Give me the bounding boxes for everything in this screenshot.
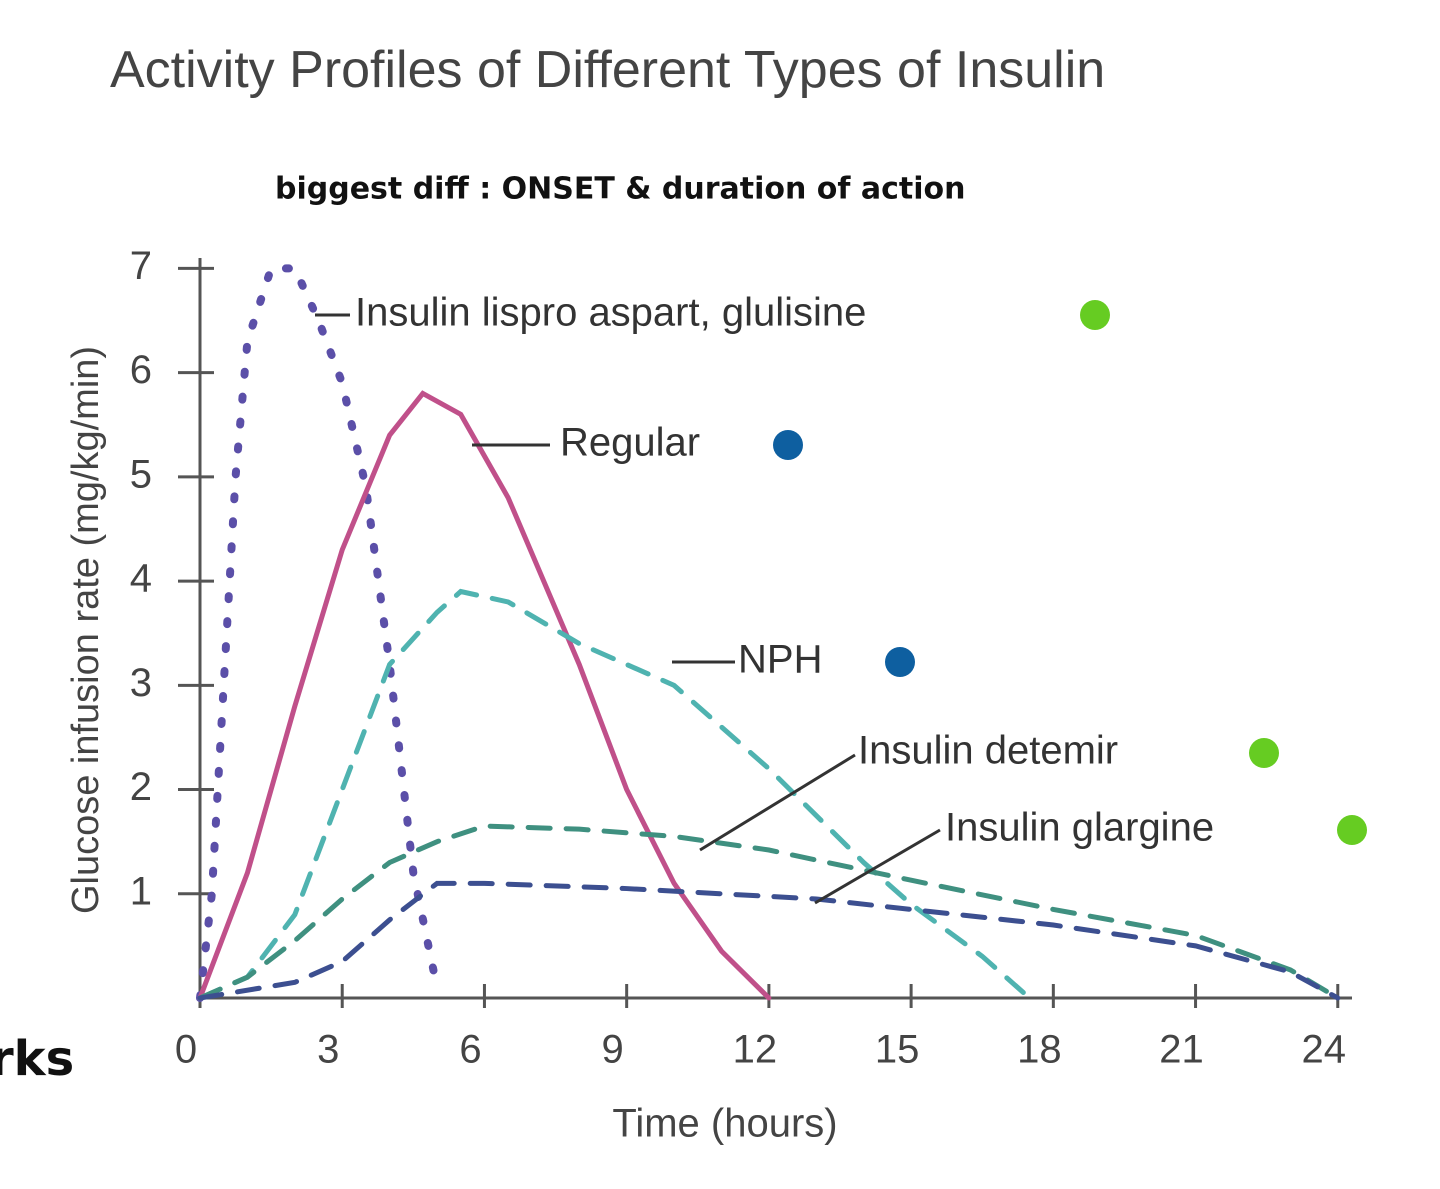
series-line	[197, 390, 772, 1001]
label-dot	[773, 430, 803, 460]
series-line	[197, 823, 1341, 1001]
x-tick-label: 12	[733, 1028, 778, 1072]
series-label: Insulin glargine	[945, 806, 1214, 850]
x-tick-label: 21	[1159, 1028, 1204, 1072]
y-tick-label: 1	[130, 869, 152, 913]
x-tick-label: 24	[1302, 1028, 1347, 1072]
label-dot	[1337, 815, 1367, 845]
chart-title: Activity Profiles of Different Types of …	[110, 41, 1106, 99]
y-tick-label: 4	[130, 557, 152, 601]
series-label: Regular	[560, 421, 700, 465]
y-tick-label: 2	[130, 765, 152, 809]
y-axis-label: Glucose infusion rate (mg/kg/min)	[65, 346, 107, 914]
label-dot	[1080, 300, 1110, 330]
y-tick-label: 5	[130, 452, 152, 496]
annotation: biggest diff : ONSET & duration of actio…	[275, 172, 966, 207]
leader-line	[699, 753, 856, 852]
series-line	[197, 880, 1341, 1001]
x-tick-label: 15	[875, 1028, 920, 1072]
series-label: NPH	[738, 638, 822, 682]
x-tick-label: 3	[317, 1028, 339, 1072]
x-tick-label: 18	[1017, 1028, 1062, 1072]
y-tick-label: 7	[130, 244, 152, 288]
series-label: Insulin detemir	[858, 729, 1118, 773]
y-tick-label: 3	[130, 661, 152, 705]
x-tick-label: 6	[459, 1028, 481, 1072]
leader-line	[814, 828, 941, 905]
label-dot	[885, 647, 915, 677]
annotation: rks	[0, 1031, 74, 1087]
label-dot	[1249, 738, 1279, 768]
x-axis-label: Time (hours)	[612, 1102, 837, 1146]
x-tick-label: 9	[602, 1028, 624, 1072]
series-label: Insulin lispro aspart, glulisine	[355, 291, 866, 335]
x-tick-label: 0	[175, 1028, 197, 1072]
series-line	[197, 588, 1033, 1001]
y-tick-label: 6	[130, 348, 152, 392]
